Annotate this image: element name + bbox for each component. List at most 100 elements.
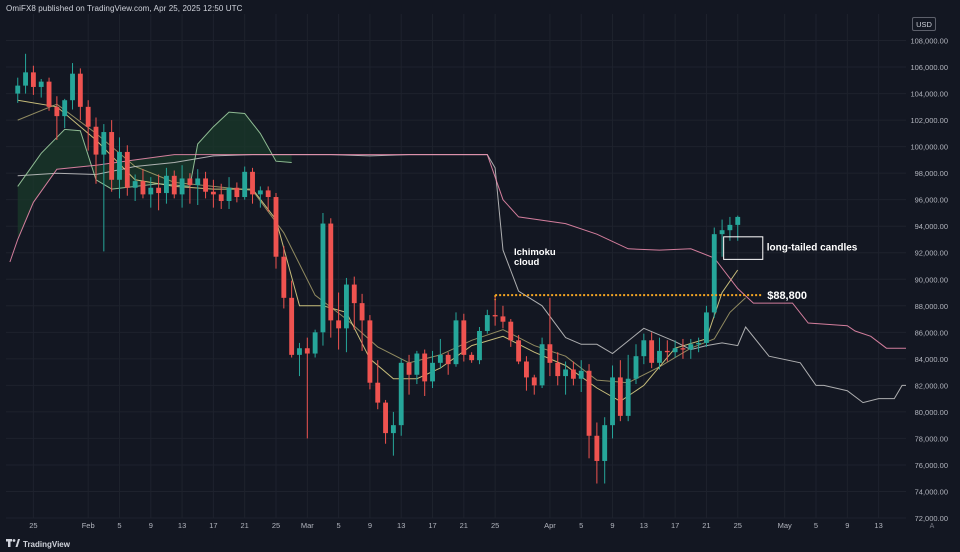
candle-body: [46, 81, 52, 107]
candle-body: [578, 370, 584, 379]
candle: [492, 296, 498, 326]
candle-body: [140, 181, 146, 195]
time-tick-label: 5: [579, 521, 583, 530]
candle: [539, 337, 545, 389]
candle-body: [38, 81, 44, 87]
candle-body: [281, 256, 287, 298]
candle-body: [164, 175, 169, 194]
candle-body: [242, 171, 248, 198]
candle: [70, 63, 75, 110]
candle-body: [711, 234, 717, 313]
candle: [563, 361, 568, 395]
candle-body: [85, 106, 91, 127]
candle: [649, 332, 655, 369]
ichimoku-cloud-fill: [17, 112, 292, 240]
candle: [437, 338, 443, 369]
candle: [132, 174, 138, 202]
candle-body: [375, 382, 381, 403]
candle-body: [179, 178, 185, 195]
candle: [234, 182, 240, 203]
time-tick-label: 13: [178, 521, 186, 530]
candle: [77, 68, 83, 121]
candle-body: [23, 72, 28, 86]
candle-body: [437, 354, 443, 363]
candle: [320, 212, 326, 346]
time-tick-label: 25: [491, 521, 499, 530]
price-tick-label: 88,000.00: [915, 302, 948, 311]
tradingview-logo-icon: [6, 539, 20, 549]
time-tick-label: Apr: [544, 521, 556, 530]
candle-body: [226, 187, 232, 202]
candle: [469, 352, 475, 363]
candle: [719, 219, 725, 257]
candle-body: [320, 223, 326, 333]
candle: [250, 167, 255, 204]
currency-button[interactable]: USD: [912, 17, 936, 31]
candle: [328, 218, 334, 338]
candle: [164, 167, 169, 204]
candle-body: [586, 370, 592, 436]
cloud-label: cloud: [514, 257, 540, 268]
candle-body: [265, 190, 271, 198]
candle-body: [312, 332, 318, 354]
candle-body: [602, 425, 608, 461]
candle-body: [524, 361, 529, 378]
candle-body: [273, 197, 279, 257]
candle-body: [117, 151, 122, 180]
level-label: $88,800: [767, 290, 807, 302]
price-tick-label: 100,000.00: [910, 143, 948, 152]
candle-body: [93, 126, 99, 155]
candle: [414, 350, 420, 385]
candle: [477, 327, 482, 365]
ichimoku-cloud-area: [17, 112, 292, 240]
price-tick-label: 98,000.00: [915, 169, 948, 178]
candle: [179, 165, 185, 208]
time-tick-label: 13: [640, 521, 648, 530]
candle: [617, 360, 623, 422]
candle-body: [570, 369, 576, 379]
candle: [23, 53, 28, 94]
price-tick-label: 72,000.00: [915, 514, 948, 523]
candle: [547, 297, 553, 377]
candle-body: [187, 178, 193, 186]
time-tick-label: 9: [149, 521, 153, 530]
candle-body: [539, 344, 545, 386]
candle: [555, 352, 561, 386]
candle-body: [492, 315, 498, 317]
time-tick-label: Feb: [82, 521, 95, 530]
candle-body: [469, 354, 475, 361]
candle-body: [390, 425, 396, 434]
candle: [516, 334, 522, 365]
price-tick-label: 92,000.00: [915, 249, 948, 258]
time-tick-label: 21: [702, 521, 710, 530]
candle: [406, 354, 412, 395]
time-tick-label: May: [778, 521, 792, 530]
price-tick-label: 84,000.00: [915, 355, 948, 364]
price-axis[interactable]: 108,000.00 106,000.00 104,000.00 102,000.00…: [906, 0, 960, 536]
time-tick-label: Mar: [301, 521, 314, 530]
auto-scale-button[interactable]: A: [929, 522, 935, 530]
candle-body: [383, 402, 388, 434]
candle-body: [195, 178, 201, 186]
price-tick-label: 104,000.00: [910, 90, 948, 99]
candle: [688, 338, 694, 359]
candle-body: [210, 191, 216, 195]
candle-body: [109, 132, 115, 180]
footer-bar: TradingView: [0, 536, 960, 552]
candle: [117, 137, 122, 199]
price-tick-label: 90,000.00: [915, 275, 948, 284]
candle: [218, 183, 224, 209]
candle: [453, 312, 459, 367]
candle-body: [398, 362, 404, 426]
candle: [704, 305, 709, 347]
candle: [524, 356, 529, 391]
candle: [711, 227, 717, 318]
candle: [594, 422, 600, 484]
candle-body: [70, 73, 75, 101]
time-axis[interactable]: 25 Feb 5 9 13 17 21 25 Mar 5 9 13 17 21 25 Apr 5 9 13 17 21 2…: [29, 521, 883, 530]
candle: [210, 179, 216, 208]
candle: [696, 337, 702, 353]
candle: [140, 169, 146, 199]
candle: [62, 98, 68, 129]
